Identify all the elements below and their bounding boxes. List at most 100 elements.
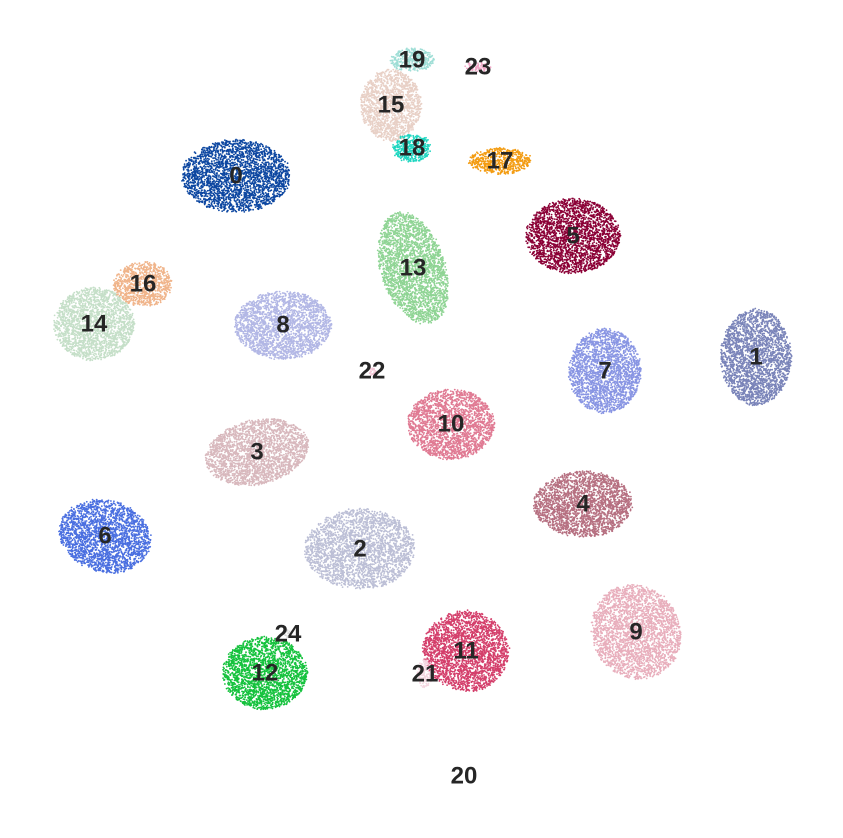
data-point xyxy=(723,369,725,372)
data-point xyxy=(259,167,262,170)
data-point xyxy=(201,148,203,151)
data-point xyxy=(219,199,222,201)
data-point xyxy=(238,152,241,155)
data-point xyxy=(182,178,185,181)
data-point xyxy=(223,173,226,176)
data-point xyxy=(257,200,260,203)
data-point xyxy=(752,326,755,328)
data-point xyxy=(764,329,767,331)
data-point xyxy=(732,320,734,323)
data-point xyxy=(739,371,742,374)
data-point xyxy=(211,178,214,180)
data-point xyxy=(282,180,285,183)
data-point xyxy=(234,156,237,159)
data-point xyxy=(758,402,761,404)
data-point xyxy=(736,339,738,342)
data-point xyxy=(772,321,775,324)
data-point xyxy=(246,196,249,199)
data-point xyxy=(187,180,189,182)
data-point xyxy=(279,193,282,196)
data-point xyxy=(281,193,284,196)
data-point xyxy=(777,329,780,331)
data-point xyxy=(234,191,237,194)
data-point xyxy=(777,362,780,365)
data-point xyxy=(240,201,243,204)
data-point xyxy=(216,178,219,181)
data-point xyxy=(740,374,743,377)
data-point xyxy=(750,391,753,394)
data-point xyxy=(186,190,189,193)
data-point xyxy=(213,160,216,162)
data-point xyxy=(770,314,773,316)
data-point xyxy=(248,146,251,149)
data-point xyxy=(782,340,784,342)
data-point xyxy=(786,365,788,368)
data-point xyxy=(214,154,217,157)
data-point xyxy=(211,180,214,183)
data-point xyxy=(220,185,223,188)
data-point xyxy=(741,392,744,395)
data-point xyxy=(196,167,199,170)
data-point xyxy=(732,328,735,331)
data-point xyxy=(243,173,245,176)
data-point xyxy=(266,172,269,175)
data-point xyxy=(256,170,259,173)
data-point xyxy=(761,375,763,378)
data-point xyxy=(287,180,290,183)
data-point xyxy=(740,366,742,369)
data-point xyxy=(749,370,751,373)
data-point xyxy=(221,210,224,213)
data-point xyxy=(197,192,200,195)
data-point xyxy=(219,158,222,161)
data-point xyxy=(212,189,214,191)
data-point xyxy=(265,197,267,199)
data-point xyxy=(229,198,232,201)
data-point xyxy=(766,330,769,333)
data-point xyxy=(750,315,752,318)
data-point xyxy=(758,339,760,341)
data-point xyxy=(746,346,749,348)
data-point xyxy=(746,327,749,329)
data-point xyxy=(768,319,771,322)
data-point xyxy=(272,169,275,172)
data-point xyxy=(205,184,208,187)
data-point xyxy=(262,197,265,200)
data-point xyxy=(258,154,260,157)
data-point xyxy=(739,328,742,330)
data-point xyxy=(776,367,779,369)
data-point xyxy=(187,175,190,177)
data-point xyxy=(733,385,735,388)
data-point xyxy=(733,354,736,357)
data-point xyxy=(257,145,259,147)
data-point xyxy=(205,205,208,208)
data-point xyxy=(757,399,759,402)
data-point xyxy=(790,354,793,357)
data-point xyxy=(223,199,226,202)
data-point xyxy=(206,189,209,192)
data-point xyxy=(261,202,264,205)
data-point xyxy=(246,162,249,165)
data-point xyxy=(253,189,256,192)
data-point xyxy=(786,356,789,359)
data-point xyxy=(279,166,282,168)
data-point xyxy=(249,158,252,161)
data-point xyxy=(747,317,749,319)
data-point xyxy=(224,166,226,169)
data-point xyxy=(217,162,220,165)
data-point xyxy=(776,371,779,374)
data-point xyxy=(273,176,275,178)
data-point xyxy=(270,178,273,181)
data-point xyxy=(217,170,220,172)
data-point xyxy=(777,352,779,355)
data-point xyxy=(242,146,244,148)
data-point xyxy=(284,169,287,172)
data-point xyxy=(228,207,231,209)
data-point xyxy=(223,208,226,211)
data-point xyxy=(770,353,773,356)
data-point xyxy=(183,182,186,185)
data-point xyxy=(750,374,753,376)
data-point xyxy=(193,171,196,174)
data-point xyxy=(208,171,211,174)
data-point xyxy=(256,152,259,155)
data-point xyxy=(210,156,213,158)
